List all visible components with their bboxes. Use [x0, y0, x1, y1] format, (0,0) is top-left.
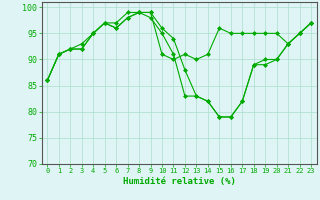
X-axis label: Humidité relative (%): Humidité relative (%)	[123, 177, 236, 186]
